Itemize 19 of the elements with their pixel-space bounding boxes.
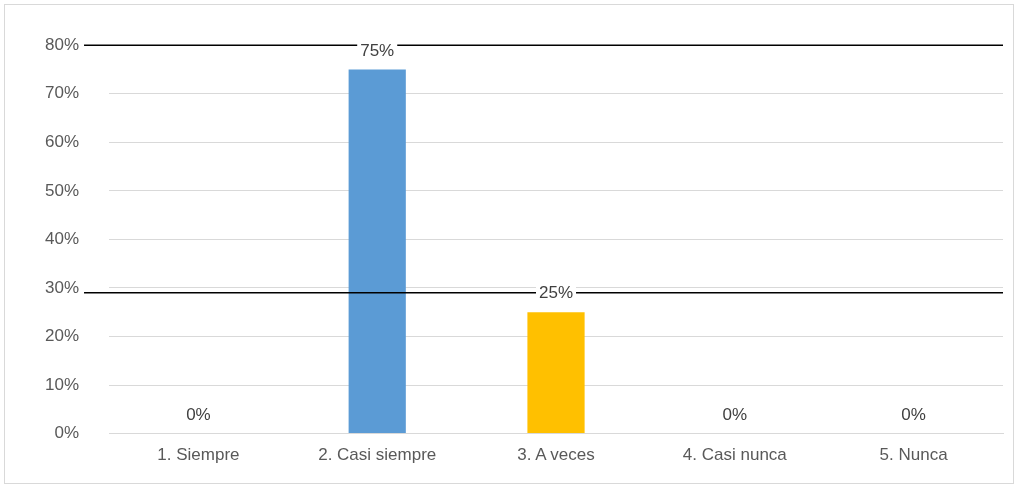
- data-label: 75%: [360, 40, 395, 60]
- data-label: 0%: [722, 404, 748, 424]
- data-label: 25%: [539, 283, 574, 303]
- y-tick-label: 80%: [44, 34, 80, 54]
- y-tick-label: 30%: [44, 277, 80, 297]
- x-tick-label: 5. Nunca: [879, 445, 949, 465]
- x-tick-label: 2. Casi siempre: [318, 445, 437, 465]
- x-tick-label: 4. Casi nunca: [682, 445, 788, 465]
- y-tick-label: 10%: [44, 374, 80, 394]
- y-tick-label: 0%: [54, 423, 80, 443]
- y-tick-label: 70%: [44, 83, 80, 103]
- y-tick-label: 60%: [44, 131, 80, 151]
- x-tick-label: 3. A veces: [517, 445, 595, 465]
- x-tick-label: 1. Siempre: [157, 445, 240, 465]
- y-tick-label: 50%: [44, 180, 80, 200]
- y-tick-label: 40%: [44, 229, 80, 249]
- data-label: 0%: [186, 404, 211, 424]
- y-tick-label: 20%: [44, 326, 80, 346]
- data-label: 0%: [901, 404, 926, 424]
